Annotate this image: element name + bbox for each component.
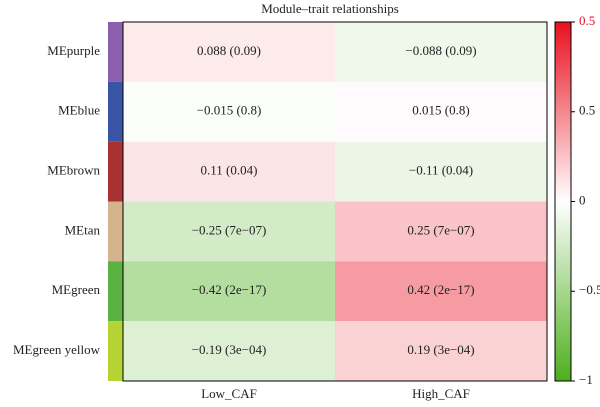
row-label: MEblue <box>58 103 100 118</box>
colorbar-tick-label: 0.5 <box>579 13 595 28</box>
row-label: MEgreen yellow <box>13 342 101 357</box>
x-tick-label: Low_CAF <box>201 386 257 401</box>
cell-label: −0.42 (2e−17) <box>192 282 267 297</box>
colorbar-tick-label: 0 <box>579 192 586 207</box>
cell-label: 0.088 (0.09) <box>197 43 261 58</box>
row-color <box>108 81 123 142</box>
cell <box>335 201 547 262</box>
cell-label: 0.42 (2e−17) <box>407 282 474 297</box>
cell <box>335 81 547 142</box>
cell <box>123 141 335 202</box>
heatmap-border <box>122 21 548 382</box>
cell <box>335 141 547 202</box>
row-color <box>108 201 123 262</box>
row-label: MEtan <box>65 222 101 237</box>
colorbar-tick-label: 0.5 <box>579 103 595 118</box>
x-tick-label: High_CAF <box>412 386 470 401</box>
row-color <box>108 141 123 202</box>
cell-label: −0.19 (3e−04) <box>192 342 267 357</box>
cell <box>335 321 547 381</box>
row-label: MEbrown <box>47 163 100 178</box>
cell-label: −0.25 (7e−07) <box>192 222 267 237</box>
cell <box>335 261 547 322</box>
row-color <box>108 321 123 381</box>
colorbar <box>554 21 572 382</box>
cell-label: 0.19 (3e−04) <box>407 342 474 357</box>
cell-label: 0.11 (0.04) <box>201 163 258 178</box>
cell-label: 0.015 (0.8) <box>412 103 469 118</box>
cell <box>123 261 335 322</box>
row-color <box>108 261 123 322</box>
row-color <box>108 22 123 82</box>
chart-title: Module–trait relationships <box>261 1 399 16</box>
cell <box>123 22 335 82</box>
row-label: MEgreen <box>52 282 101 297</box>
colorbar-tick-label: −1 <box>579 372 593 387</box>
cell <box>123 201 335 262</box>
cell <box>123 321 335 381</box>
cell <box>123 81 335 142</box>
row-label: MEpurple <box>47 43 100 58</box>
colorbar-tick-label: −0.5 <box>579 282 600 297</box>
cell-label: −0.015 (0.8) <box>197 103 262 118</box>
cell-label: −0.088 (0.09) <box>405 43 476 58</box>
cell <box>335 22 547 82</box>
cell-label: 0.25 (7e−07) <box>407 222 474 237</box>
cell-label: −0.11 (0.04) <box>409 163 473 178</box>
